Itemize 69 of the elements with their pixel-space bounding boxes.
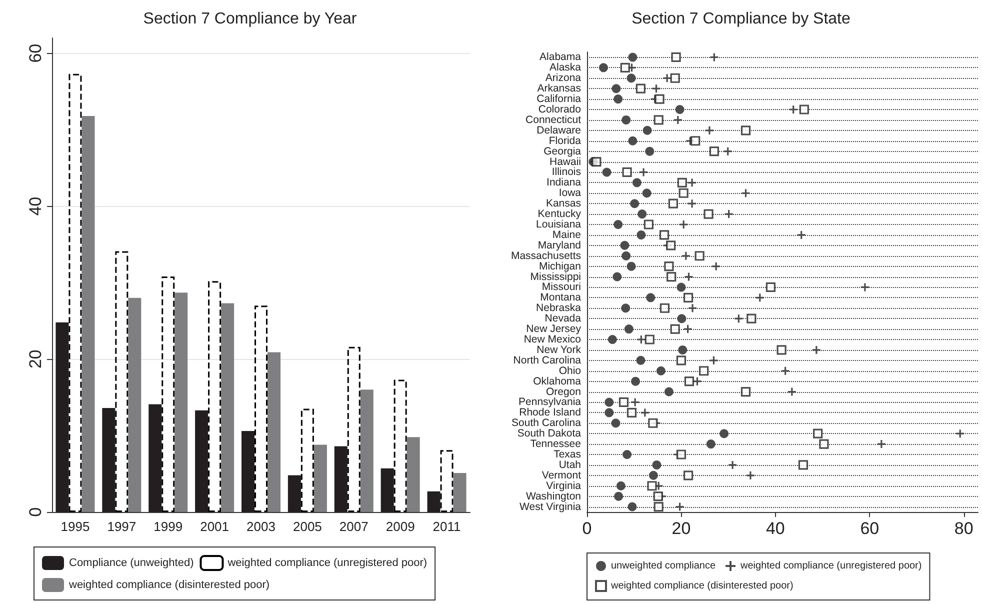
- x-tick-label: 1997: [107, 519, 136, 534]
- y-tick-label: Texas: [554, 448, 581, 460]
- y-tick-label: Alaska: [549, 62, 582, 74]
- legend-label: Compliance (unweighted): [69, 557, 194, 569]
- y-tick-label: Nevada: [544, 312, 582, 325]
- x-tick-label: 60: [860, 519, 880, 538]
- legend-label: weighted compliance (disinterested poor): [68, 579, 270, 591]
- y-tick-label: New Mexico: [524, 334, 582, 346]
- y-tick-label: 0: [26, 507, 45, 517]
- y-tick-label: 60: [26, 44, 45, 63]
- y-tick-label: Georgia: [544, 145, 582, 158]
- x-tick-label: 1999: [154, 519, 183, 534]
- y-tick-label: New Jersey: [526, 323, 582, 336]
- y-tick-label: Illinois: [552, 166, 581, 178]
- chart-title: Section 7 Compliance by State: [632, 10, 850, 28]
- x-tick-label: 2005: [292, 519, 322, 534]
- x-tick-label: 40: [766, 519, 785, 538]
- y-tick-label: Maryland: [538, 239, 582, 252]
- y-tick-label: Nebraska: [536, 302, 582, 314]
- y-tick-label: Louisiana: [536, 218, 582, 230]
- y-tick-label: Utah: [558, 458, 582, 471]
- y-tick-label: Massachusetts: [510, 250, 581, 262]
- y-tick-label: Arizona: [545, 72, 582, 84]
- y-tick-label: Michigan: [538, 260, 582, 272]
- y-tick-label: Oklahoma: [533, 375, 582, 388]
- legend-label: unweighted compliance: [611, 560, 716, 572]
- x-tick-label: 1995: [60, 519, 90, 534]
- y-tick-label: Mississippi: [530, 270, 581, 283]
- y-tick-label: Arkansas: [537, 82, 581, 95]
- y-tick-label: Pennsylvania: [518, 396, 582, 408]
- y-tick-label: Virginia: [546, 480, 582, 492]
- x-tick-label: 2003: [246, 519, 276, 534]
- y-tick-label: Iowa: [558, 187, 582, 200]
- x-tick-label: 2007: [339, 519, 368, 534]
- y-tick-label: Tennessee: [530, 438, 582, 450]
- x-tick-label: 80: [954, 519, 974, 538]
- x-tick-label: 2009: [386, 519, 415, 534]
- y-tick-label: Washington: [526, 490, 582, 502]
- legend-label: weighted compliance (unregistered poor): [226, 557, 428, 569]
- y-tick-label: California: [536, 93, 582, 106]
- y-tick-label: Kansas: [546, 198, 581, 210]
- x-tick-label: 2011: [432, 519, 461, 534]
- y-tick-label: North Carolina: [513, 354, 582, 366]
- y-tick-label: Alabama: [540, 51, 582, 64]
- y-tick-label: South Dakota: [517, 428, 582, 440]
- y-tick-label: Missouri: [542, 281, 581, 294]
- y-tick-label: Maine: [552, 228, 582, 241]
- x-tick-label: 2001: [200, 519, 230, 534]
- y-tick-label: Ohio: [558, 364, 582, 377]
- chart-title: Section 7 Compliance by Year: [143, 10, 358, 28]
- y-tick-label: Montana: [540, 292, 582, 304]
- y-tick-label: Delaware: [536, 124, 582, 136]
- y-tick-label: Connecticut: [526, 114, 582, 126]
- y-tick-label: Kentucky: [538, 208, 582, 220]
- y-tick-label: South Carolina: [512, 417, 582, 430]
- y-tick-label: Rhode Island: [519, 406, 582, 419]
- y-tick-label: Florida: [548, 134, 582, 147]
- y-tick-label: Indiana: [546, 176, 582, 189]
- legend-label: weighted compliance (unregistered poor): [740, 560, 922, 572]
- y-tick-label: Hawaii: [549, 156, 581, 168]
- y-tick-label: Vermont: [542, 469, 582, 482]
- y-tick-label: 20: [26, 350, 45, 369]
- x-tick-label: 20: [672, 519, 691, 538]
- y-tick-label: New York: [536, 344, 582, 356]
- y-tick-label: Oregon: [546, 386, 582, 398]
- y-tick-label: 40: [26, 196, 45, 216]
- y-tick-label: West Virginia: [520, 500, 582, 513]
- legend-label: weighted compliance (disinterested poor): [610, 580, 794, 592]
- y-tick-label: Colorado: [538, 104, 582, 116]
